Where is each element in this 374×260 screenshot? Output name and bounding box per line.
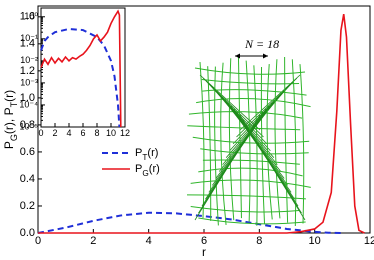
series-line [40, 9, 122, 128]
lattice-line [200, 148, 309, 155]
lattice-line [196, 98, 311, 108]
y-tick-label: 1.4 [20, 38, 35, 50]
x-tick-label: 6 [80, 128, 85, 138]
x-tick-label: 12 [120, 128, 130, 138]
x-tick-label: 0 [35, 235, 41, 247]
lattice-line [198, 217, 306, 225]
lattice-line [266, 64, 273, 220]
y-tick-label: 10⁻¹ [20, 33, 38, 43]
x-tick-label: 8 [94, 128, 99, 138]
series-line [40, 27, 121, 128]
x-tick-label: 4 [66, 128, 71, 138]
x-tick-label: 0 [38, 128, 43, 138]
x-tick-label: 2 [90, 235, 96, 247]
x-tick-label: 8 [256, 235, 262, 247]
y-tick-label: 10⁻⁴ [19, 99, 38, 109]
lattice-line [284, 56, 289, 223]
x-tick-label: 2 [52, 128, 57, 138]
lattice-line [237, 57, 242, 219]
lattice-line [299, 64, 305, 224]
lattice-line [201, 79, 300, 85]
y-tick-label: 10⁻⁵ [20, 121, 39, 131]
y-tick-label: 10⁰ [24, 11, 38, 21]
y-tick-label: 0.8 [20, 119, 35, 131]
lattice-line [186, 194, 306, 200]
y-tick-label: 10⁻² [20, 55, 38, 65]
lattice-line [202, 159, 300, 165]
y-axis-label: PG(r), PT(r) [2, 90, 19, 149]
x-tick-label: 12 [364, 235, 374, 247]
x-tick-label: 4 [146, 235, 152, 247]
lattice-line [274, 59, 281, 219]
lattice-line [199, 61, 205, 219]
legend-label: PG(r) [135, 163, 160, 178]
legend-label: PT(r) [135, 147, 158, 162]
y-tick-label: 10⁻³ [20, 77, 38, 87]
lattice-line [291, 59, 297, 226]
y-tick-label: 0.4 [20, 173, 35, 185]
y-tick-label: 1.2 [20, 65, 35, 77]
annotation: N = 18 [244, 37, 279, 51]
lattice-line [194, 114, 261, 221]
inset: 0 2 4 6 8 10 12 10⁻⁵ 10⁻⁴ 10⁻³ 10⁻² 10⁻¹ 10⁰ [19, 7, 130, 138]
y-tick-label: 0.2 [20, 200, 35, 212]
x-tick-label: 6 [201, 235, 207, 247]
x-axis-label: r [202, 245, 206, 259]
y-tick-label: 0.0 [20, 227, 35, 239]
lattice-line [188, 111, 303, 119]
lattice-line [220, 62, 227, 225]
lattice-line [190, 205, 300, 213]
y-tick-label: 0.6 [20, 146, 35, 158]
lattice-image [186, 56, 311, 226]
lattice-line [260, 66, 266, 225]
lattice-line [245, 60, 251, 222]
x-tick-label: 10 [309, 235, 321, 247]
x-tick-label: 10 [106, 128, 116, 138]
y-tick-label: 1.0 [20, 92, 35, 104]
lattice-line [192, 136, 310, 144]
series-line [38, 13, 365, 234]
lattice-line [198, 167, 303, 177]
lattice-line [202, 89, 307, 96]
plot-frame [40, 7, 126, 128]
y-tick-label: 1.6 [20, 11, 35, 23]
lattice-line [239, 114, 306, 221]
lattice-line [214, 66, 219, 226]
lattice-line [190, 179, 311, 188]
lattice-line [228, 58, 235, 221]
